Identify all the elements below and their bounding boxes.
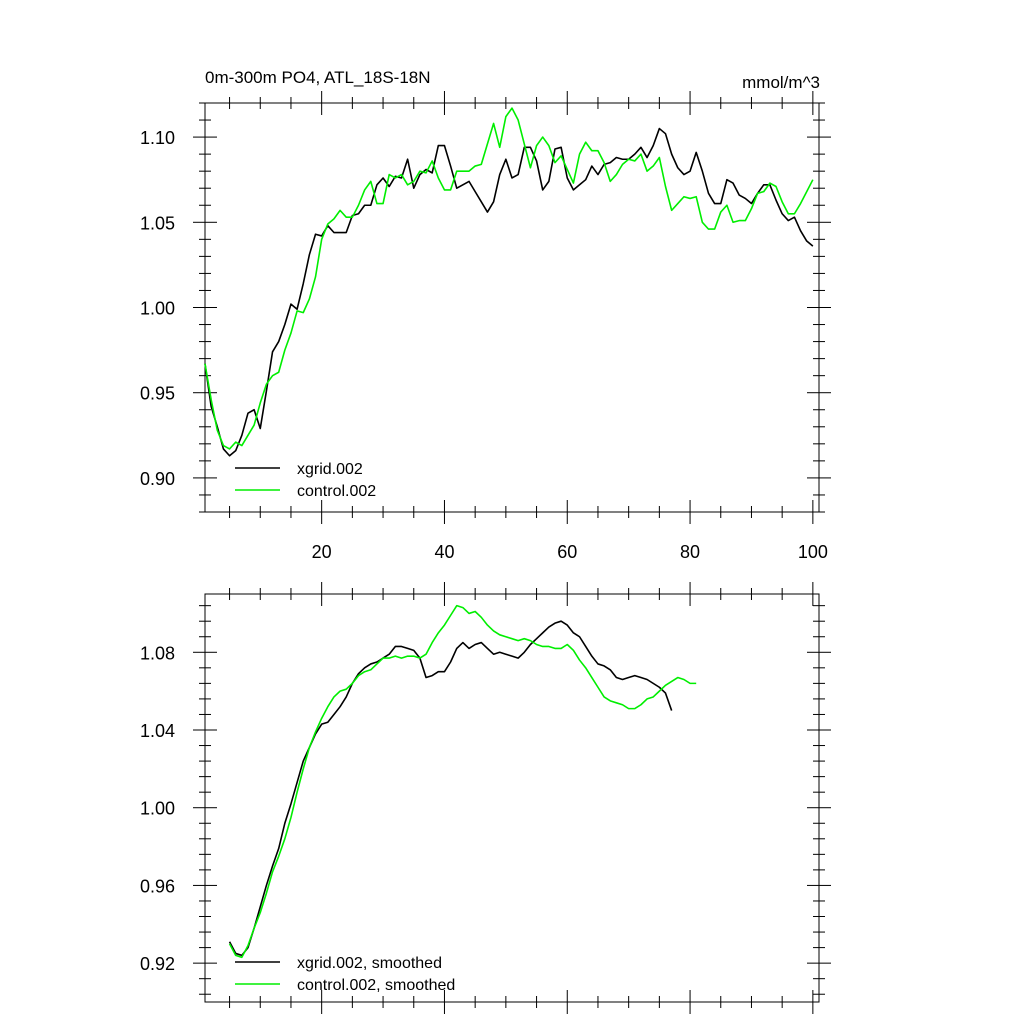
y-tick-label: 0.96 <box>140 876 175 896</box>
x-tick-label: 60 <box>557 542 577 562</box>
series-line-xgrid <box>204 127 814 457</box>
y-tick-label: 1.04 <box>140 721 175 741</box>
y-tick-label: 0.95 <box>140 384 175 404</box>
legend-label: xgrid.002, smoothed <box>297 955 442 972</box>
legend-label: control.002, smoothed <box>297 977 455 994</box>
plot-frame <box>204 593 820 1003</box>
legend-label: xgrid.002 <box>297 461 363 478</box>
x-tick-label: 80 <box>680 542 700 562</box>
y-tick-label: 1.05 <box>140 213 175 233</box>
bottom-plot: 0.92 0.96 1.00 1.04 1.08 xgrid.002, smoothed c… <box>140 582 831 1014</box>
y-tick-label: 1.00 <box>140 299 175 319</box>
x-tick-label: 100 <box>798 542 828 562</box>
top-plot: 20 40 60 80 100 0.90 0.95 1.00 1.05 1.10 xgrid.002… <box>140 91 831 562</box>
y-tick-label: 1.08 <box>140 643 175 663</box>
units-label: mmol/m^3 <box>742 73 820 92</box>
x-tick-label: 40 <box>434 542 454 562</box>
series-line-control <box>204 107 814 450</box>
series-line-control <box>228 604 697 959</box>
y-tick-label: 1.10 <box>140 128 175 148</box>
x-tick-label: 20 <box>312 542 332 562</box>
chart-title: 0m-300m PO4, ATL_18S-18N <box>205 68 431 87</box>
series-line-xgrid <box>228 620 673 957</box>
y-tick-label: 0.92 <box>140 954 175 974</box>
legend-label: control.002 <box>297 483 376 500</box>
y-tick-label: 0.90 <box>140 469 175 489</box>
y-tick-label: 1.00 <box>140 799 175 819</box>
